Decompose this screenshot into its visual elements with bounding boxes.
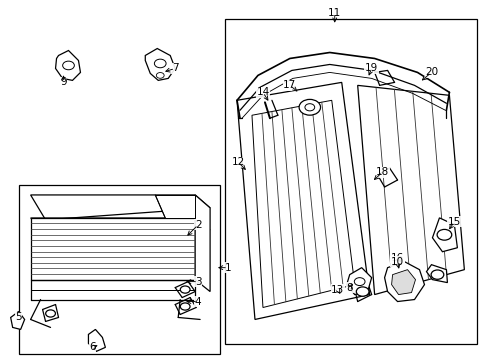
Circle shape: [45, 310, 55, 317]
Polygon shape: [431, 218, 456, 252]
Text: 16: 16: [390, 253, 404, 263]
Text: 3: 3: [194, 276, 201, 287]
Circle shape: [180, 286, 190, 293]
Polygon shape: [357, 85, 464, 294]
Text: 8: 8: [346, 283, 352, 293]
Text: 14: 14: [256, 87, 269, 97]
Bar: [19, 185, 220, 354]
Text: 2: 2: [194, 220, 201, 230]
Text: 20: 20: [424, 67, 437, 77]
Circle shape: [356, 287, 368, 296]
Circle shape: [299, 99, 320, 115]
Polygon shape: [145, 49, 175, 80]
Polygon shape: [391, 270, 415, 294]
Text: 9: 9: [60, 77, 67, 87]
Text: 11: 11: [327, 8, 341, 18]
Polygon shape: [56, 50, 81, 80]
Polygon shape: [195, 195, 210, 292]
Polygon shape: [384, 262, 424, 302]
Circle shape: [436, 229, 451, 240]
Text: 10: 10: [390, 257, 403, 267]
Text: 19: 19: [364, 63, 378, 73]
Polygon shape: [31, 218, 195, 280]
Text: 7: 7: [172, 63, 178, 73]
Polygon shape: [11, 311, 24, 329]
Bar: [224, 19, 476, 345]
Text: 13: 13: [330, 284, 344, 294]
Circle shape: [430, 270, 443, 279]
Text: 18: 18: [375, 167, 388, 177]
Polygon shape: [426, 265, 447, 283]
Circle shape: [180, 303, 190, 310]
Polygon shape: [346, 268, 371, 294]
Polygon shape: [31, 195, 210, 220]
Text: 15: 15: [447, 217, 460, 227]
Text: 12: 12: [231, 157, 244, 167]
Polygon shape: [88, 329, 105, 351]
Text: 1: 1: [224, 263, 231, 273]
Polygon shape: [155, 195, 195, 218]
Text: 4: 4: [194, 297, 201, 306]
Polygon shape: [237, 82, 369, 319]
Text: 6: 6: [89, 342, 96, 352]
Text: 5: 5: [15, 312, 22, 323]
Text: 17: 17: [283, 80, 296, 90]
